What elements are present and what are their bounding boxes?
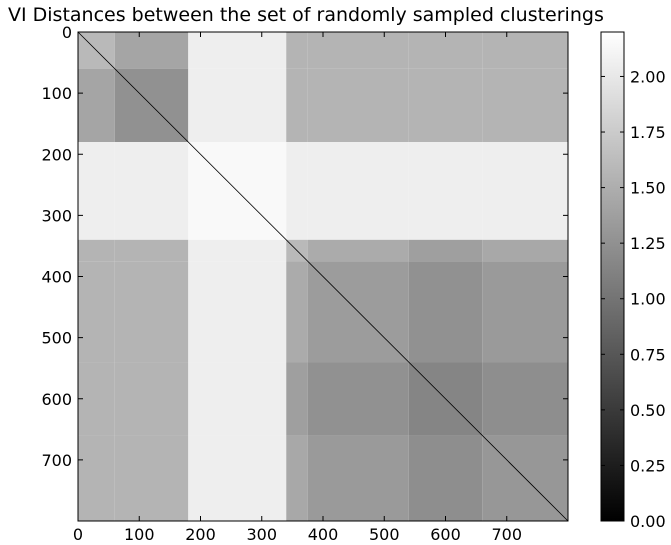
y-axis: 0 100 200 300 400 500 600 700	[41, 23, 568, 470]
heatmap-block	[482, 32, 568, 69]
heatmap-block	[286, 32, 308, 69]
y-tick-label: 700	[41, 451, 72, 470]
colorbar-tick-label: 0.25	[630, 456, 666, 475]
heatmap-block	[307, 239, 409, 262]
colorbar-tick-label: 0.00	[630, 512, 666, 531]
heatmap-block	[114, 32, 189, 69]
heatmap-block	[307, 142, 409, 240]
heatmap-block	[408, 142, 483, 240]
heatmap-cells	[78, 32, 568, 521]
x-tick-label: 600	[430, 525, 461, 544]
colorbar-tick-label: 1.25	[630, 234, 666, 253]
heatmap-block	[114, 239, 189, 262]
heatmap-block	[188, 32, 287, 69]
colorbar-tick-label: 0.50	[630, 401, 666, 420]
y-tick-label: 0	[62, 23, 72, 42]
heatmap-block	[482, 142, 568, 240]
heatmap-block	[286, 68, 308, 143]
heatmap-block	[78, 435, 115, 521]
chart-title: VI Distances between the set of randomly…	[8, 4, 604, 26]
heatmap-block	[408, 435, 483, 521]
heatmap-block	[114, 261, 189, 363]
y-tick-label: 400	[41, 268, 72, 287]
heatmap-block	[408, 68, 483, 143]
heatmap-block	[286, 142, 308, 240]
heatmap-block	[286, 261, 308, 363]
heatmap-block	[482, 261, 568, 363]
colorbar	[600, 31, 625, 522]
heatmap-block	[286, 362, 308, 436]
y-tick-label: 200	[41, 145, 72, 164]
heatmap-block	[78, 239, 115, 262]
heatmap-block	[114, 362, 189, 436]
heatmap-block	[188, 68, 287, 143]
heatmap-block	[188, 261, 287, 363]
x-tick-label: 0	[73, 525, 83, 544]
heatmap-block	[188, 435, 287, 521]
x-tick-label: 200	[185, 525, 216, 544]
y-tick-label: 500	[41, 329, 72, 348]
y-tick-label: 600	[41, 390, 72, 409]
y-tick-label: 100	[41, 84, 72, 103]
y-tick-label: 300	[41, 206, 72, 225]
colorbar-tick-label: 2.00	[630, 67, 666, 86]
x-tick-label: 300	[246, 525, 277, 544]
heatmap-block	[114, 435, 189, 521]
x-tick-label: 500	[369, 525, 400, 544]
heatmap-block	[307, 32, 409, 69]
heatmap-block	[188, 362, 287, 436]
heatmap-block	[482, 239, 568, 262]
heatmap-block	[307, 435, 409, 521]
heatmap-block	[286, 435, 308, 521]
diagonal-line	[77, 31, 569, 522]
heatmap-block	[307, 362, 409, 436]
heatmap-block	[78, 142, 115, 240]
heatmap-block	[188, 239, 287, 262]
heatmap-block	[408, 32, 483, 69]
colorbar-tick-label: 0.75	[630, 345, 666, 364]
colorbar-tick-label: 1.00	[630, 290, 666, 309]
heatmap-block	[78, 68, 115, 143]
heatmap-block	[408, 239, 483, 262]
x-tick-label: 700	[491, 525, 522, 544]
x-tick-label: 400	[308, 525, 339, 544]
heatmap-block	[307, 68, 409, 143]
heatmap-block	[482, 68, 568, 143]
colorbar-axis: 0.00 0.25 0.50 0.75 1.00 1.25 1.50 1.75 2.00	[601, 67, 666, 531]
heatmap-block	[78, 362, 115, 436]
colorbar-tick-label: 1.50	[630, 179, 666, 198]
x-axis: 0 100 200 300 400 500 600 700	[73, 32, 522, 544]
heatmap-block	[482, 362, 568, 436]
heatmap-block	[78, 261, 115, 363]
heatmap-block	[408, 261, 483, 363]
x-tick-label: 100	[124, 525, 155, 544]
colorbar-tick-label: 1.75	[630, 123, 666, 142]
heatmap-block	[114, 142, 189, 240]
